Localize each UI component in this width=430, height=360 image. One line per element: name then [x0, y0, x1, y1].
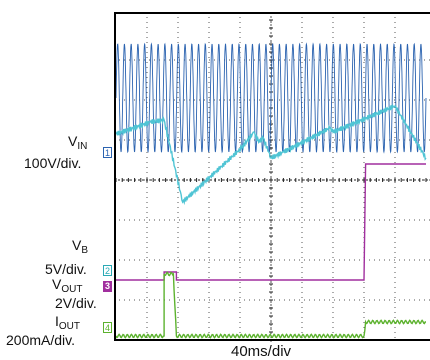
vb-label: VB — [72, 237, 89, 256]
scope-grid — [114, 12, 430, 342]
channel-4-marker: 4 — [103, 322, 112, 333]
vin-label: VIN — [68, 133, 88, 152]
scope-traces — [115, 42, 427, 339]
time-scale-label: 40ms/div — [231, 343, 292, 360]
vin-scale-label: 100V/div. — [24, 155, 82, 171]
iout-label: IOUT — [55, 313, 80, 332]
vout-label: VOUT — [52, 276, 83, 295]
vb-trace — [115, 103, 427, 206]
channel-2-marker: 2 — [103, 265, 112, 276]
channel-1-marker: 1 — [103, 147, 112, 158]
channel-3-marker: 3 — [103, 281, 112, 292]
iout-trace — [115, 271, 426, 339]
vout-scale-label: 2V/div. — [55, 295, 97, 311]
vin-trace — [115, 42, 427, 154]
scope-plot — [114, 12, 430, 342]
scope-frame — [114, 12, 430, 341]
iout-scale-label: 200mA/div. — [6, 332, 75, 348]
vb-scale-label: 5V/div. — [45, 261, 87, 277]
